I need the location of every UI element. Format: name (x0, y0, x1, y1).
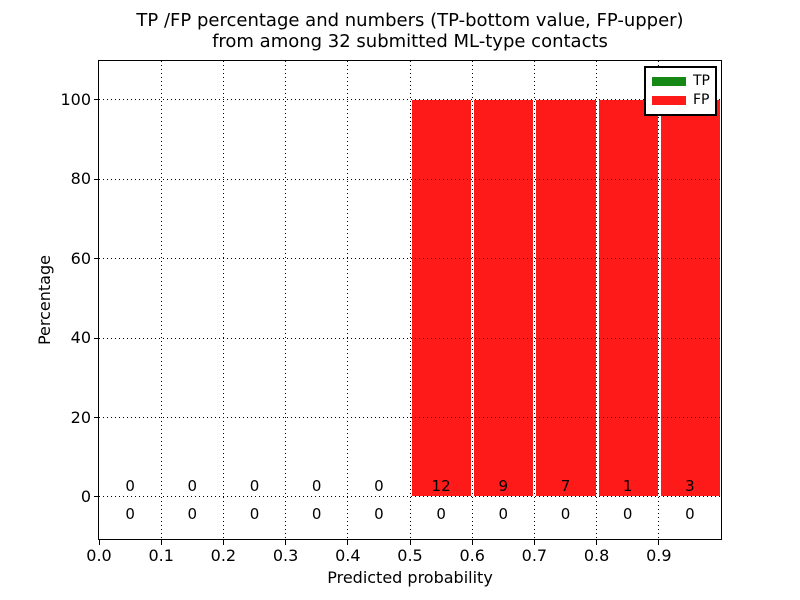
tp-count-label: 0 (560, 504, 571, 523)
x-tick-mark (409, 540, 411, 545)
tp-count-label: 0 (622, 504, 633, 523)
x-tick-label: 0.6 (459, 546, 485, 565)
gridline-vertical (658, 61, 660, 539)
fp-count-label: 9 (498, 476, 509, 495)
fp-count-label: 0 (311, 476, 322, 495)
fp-count-label: 1 (622, 476, 633, 495)
chart-title-line-2: from among 32 submitted ML-type contacts (212, 31, 608, 52)
gridline-vertical (285, 61, 287, 539)
fp-count-label: 0 (374, 476, 384, 495)
gridline-vertical (160, 61, 162, 539)
tp-count-label: 0 (685, 504, 695, 523)
x-tick-label: 0.9 (646, 546, 672, 565)
tp-count-label: 0 (436, 504, 446, 523)
y-tick-mark (94, 496, 99, 498)
y-tick-mark (94, 258, 99, 260)
legend-swatch-fp-icon (652, 96, 686, 105)
fp-count-label: 3 (685, 476, 695, 495)
gridline-horizontal (99, 496, 721, 498)
x-tick-label: 0.1 (148, 546, 174, 565)
tp-count-label: 0 (374, 504, 384, 523)
gridline-vertical (222, 61, 224, 539)
chart-title: TP /FP percentage and numbers (TP-bottom… (98, 10, 722, 52)
bar-fp (411, 99, 471, 496)
chart-title-line-1: TP /FP percentage and numbers (TP-bottom… (136, 10, 684, 31)
x-tick-label: 0.5 (397, 546, 423, 565)
gridline-vertical (347, 61, 349, 539)
x-tick-label: 0.4 (335, 546, 361, 565)
fp-count-label: 0 (187, 476, 198, 495)
x-tick-mark (533, 540, 535, 545)
y-tick-label: 100 (60, 89, 91, 109)
y-tick-mark (94, 337, 99, 339)
gridline-vertical (471, 61, 473, 539)
y-tick-label: 80 (70, 169, 91, 189)
tp-count-label: 0 (125, 504, 135, 523)
fp-count-label: 7 (560, 476, 571, 495)
gridline-vertical (596, 61, 598, 539)
gridline-horizontal (99, 258, 721, 260)
bar-fp (660, 99, 720, 496)
legend: TP FP (644, 66, 717, 116)
x-tick-mark (285, 540, 287, 545)
bar-fp (598, 99, 658, 496)
plot-area: 0 0 0 0 0 12 9 7 1 3 0 0 0 0 0 0 0 0 0 0 (98, 60, 722, 540)
x-tick-mark (596, 540, 598, 545)
x-tick-label: 0.7 (521, 546, 548, 565)
x-tick-mark (160, 540, 162, 545)
tp-count-label: 0 (187, 504, 198, 523)
tp-count-label: 0 (249, 504, 260, 523)
bar-fp (473, 99, 533, 496)
y-tick-label: 60 (70, 248, 91, 268)
gridline-horizontal (99, 178, 721, 180)
x-tick-mark (98, 540, 100, 545)
legend-label: TP (693, 73, 710, 89)
x-tick-mark (222, 540, 224, 545)
x-tick-mark (658, 540, 660, 545)
x-tick-mark (471, 540, 473, 545)
y-tick-mark (94, 417, 99, 418)
legend-entry-tp: TP (652, 72, 715, 91)
fp-count-label: 0 (125, 476, 135, 495)
x-tick-label: 0.8 (583, 546, 610, 565)
x-tick-label: 0.3 (272, 546, 299, 565)
y-tick-mark (94, 99, 99, 101)
tp-count-label: 0 (311, 504, 322, 523)
tp-count-label: 0 (498, 504, 509, 523)
y-tick-label: 0 (80, 486, 91, 506)
gridline-horizontal (99, 99, 721, 101)
x-tick-label: 0.2 (210, 546, 237, 565)
gridline-horizontal (99, 417, 721, 418)
y-tick-mark (94, 178, 99, 180)
x-tick-mark (347, 540, 349, 545)
bar-fp (535, 99, 596, 496)
fp-count-label: 0 (249, 476, 260, 495)
y-tick-label: 40 (70, 328, 91, 348)
y-axis-label: Percentage (35, 255, 54, 346)
gridline-vertical (533, 61, 535, 539)
legend-label: FP (693, 92, 710, 108)
x-tick-label: 0.0 (86, 546, 112, 565)
gridline-vertical (409, 61, 411, 539)
x-axis-label: Predicted probability (327, 568, 493, 587)
fp-count-label: 12 (431, 476, 451, 495)
legend-entry-fp: FP (652, 91, 715, 110)
legend-swatch-tp-icon (652, 77, 686, 86)
y-tick-label: 20 (70, 407, 91, 427)
gridline-horizontal (99, 337, 721, 339)
